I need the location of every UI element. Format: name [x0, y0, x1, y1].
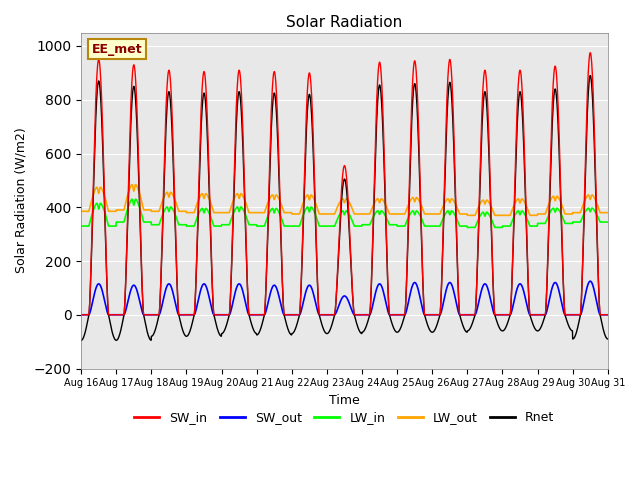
Line: SW_in: SW_in [81, 53, 607, 315]
SW_out [77, 312, 85, 318]
SW_in [224, 312, 232, 318]
Rnet [586, 72, 594, 78]
LW_in [225, 222, 232, 228]
LW_out [463, 213, 471, 218]
LW_in [360, 222, 367, 228]
LW_in [77, 223, 85, 229]
LW_in [463, 225, 471, 230]
Rnet [604, 336, 611, 342]
Rnet [224, 317, 232, 323]
LW_in [572, 219, 580, 225]
SW_in [77, 312, 85, 318]
LW_in [498, 225, 506, 230]
LW_out [498, 213, 506, 218]
Legend: SW_in, SW_out, LW_in, LW_out, Rnet: SW_in, SW_out, LW_in, LW_out, Rnet [129, 407, 559, 430]
Rnet [77, 337, 85, 343]
Line: LW_out: LW_out [81, 185, 607, 216]
LW_out [128, 182, 136, 188]
LW_out [604, 210, 611, 216]
X-axis label: Time: Time [329, 394, 360, 407]
SW_in [586, 50, 594, 56]
Line: SW_out: SW_out [81, 281, 607, 315]
SW_out [360, 312, 367, 318]
LW_out [557, 201, 565, 207]
SW_in [572, 312, 579, 318]
SW_out [572, 312, 579, 318]
Y-axis label: Solar Radiation (W/m2): Solar Radiation (W/m2) [15, 128, 28, 274]
SW_out [557, 297, 565, 303]
SW_out [604, 312, 611, 318]
LW_in [128, 196, 136, 202]
Rnet [371, 174, 378, 180]
Rnet [360, 329, 367, 335]
LW_out [77, 208, 85, 214]
Text: EE_met: EE_met [92, 43, 142, 56]
LW_out [225, 210, 232, 216]
Title: Solar Radiation: Solar Radiation [286, 15, 403, 30]
Rnet [557, 209, 565, 215]
Line: Rnet: Rnet [81, 75, 607, 340]
SW_in [360, 312, 367, 318]
SW_in [557, 198, 565, 204]
LW_in [371, 211, 379, 216]
SW_out [224, 312, 232, 318]
LW_in [604, 219, 611, 225]
SW_out [371, 293, 378, 299]
SW_in [604, 312, 611, 318]
SW_out [586, 278, 594, 284]
Rnet [572, 332, 579, 338]
SW_in [371, 160, 378, 166]
SW_out [497, 312, 505, 318]
LW_out [371, 199, 379, 205]
LW_in [557, 212, 565, 218]
LW_out [360, 211, 367, 217]
SW_in [497, 312, 505, 318]
Line: LW_in: LW_in [81, 199, 607, 228]
Rnet [497, 327, 505, 333]
LW_out [572, 210, 580, 216]
